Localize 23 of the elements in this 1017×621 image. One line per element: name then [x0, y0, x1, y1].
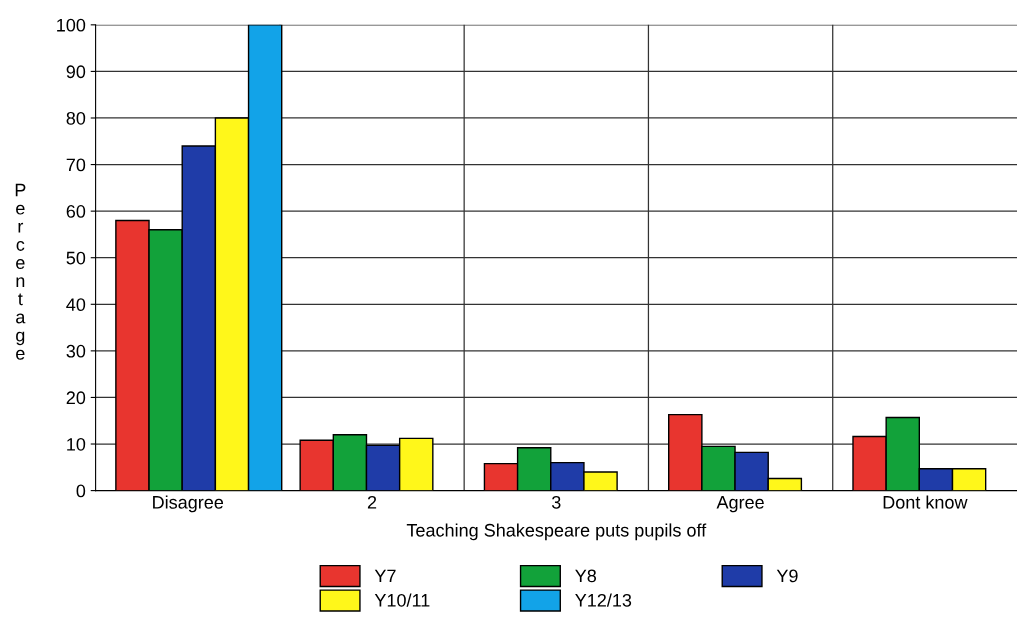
- y-tick-label: 100: [57, 18, 86, 32]
- legend-label: Y10/11: [374, 593, 430, 607]
- x-axis-title: Teaching Shakespeare puts pupils off: [406, 523, 707, 541]
- legend-label: Y8: [575, 569, 597, 583]
- x-tick-label: 3: [551, 495, 561, 509]
- x-tick-label: 2: [367, 495, 377, 509]
- legend-label: Y12/13: [575, 593, 632, 607]
- y-tick-label: 10: [67, 437, 86, 451]
- y-tick-label: 30: [66, 344, 86, 358]
- y-tick-label: 80: [66, 111, 86, 125]
- y-tick-label: 60: [66, 205, 86, 218]
- y-tick-label: 0: [76, 484, 86, 498]
- text: Percentage: [15, 183, 26, 360]
- y-tick-label: 50: [66, 251, 86, 265]
- x-tick-label: Disagree: [153, 495, 224, 513]
- y-tick-label: 70: [66, 158, 86, 172]
- y-tick-label: 90: [66, 65, 86, 79]
- x-tick-label: Dont know: [883, 495, 968, 509]
- legend-label: Y7: [374, 569, 396, 583]
- y-tick-label: 20: [66, 391, 86, 405]
- x-tick-label: Agree: [716, 496, 764, 513]
- legend-label: Y9: [776, 569, 798, 583]
- y-tick-label: 40: [66, 298, 86, 312]
